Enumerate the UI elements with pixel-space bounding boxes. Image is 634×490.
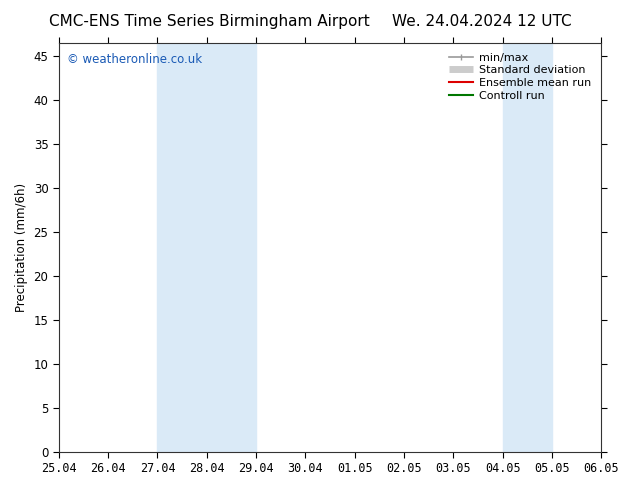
Bar [207, 43, 256, 452]
Bar [503, 43, 552, 452]
Text: CMC-ENS Time Series Birmingham Airport: CMC-ENS Time Series Birmingham Airport [49, 14, 370, 29]
Bar [157, 43, 207, 452]
Text: We. 24.04.2024 12 UTC: We. 24.04.2024 12 UTC [392, 14, 572, 29]
Y-axis label: Precipitation (mm/6h): Precipitation (mm/6h) [15, 183, 28, 312]
Legend: min/max, Standard deviation, Ensemble mean run, Controll run: min/max, Standard deviation, Ensemble me… [444, 48, 595, 105]
Text: © weatheronline.co.uk: © weatheronline.co.uk [67, 53, 202, 66]
